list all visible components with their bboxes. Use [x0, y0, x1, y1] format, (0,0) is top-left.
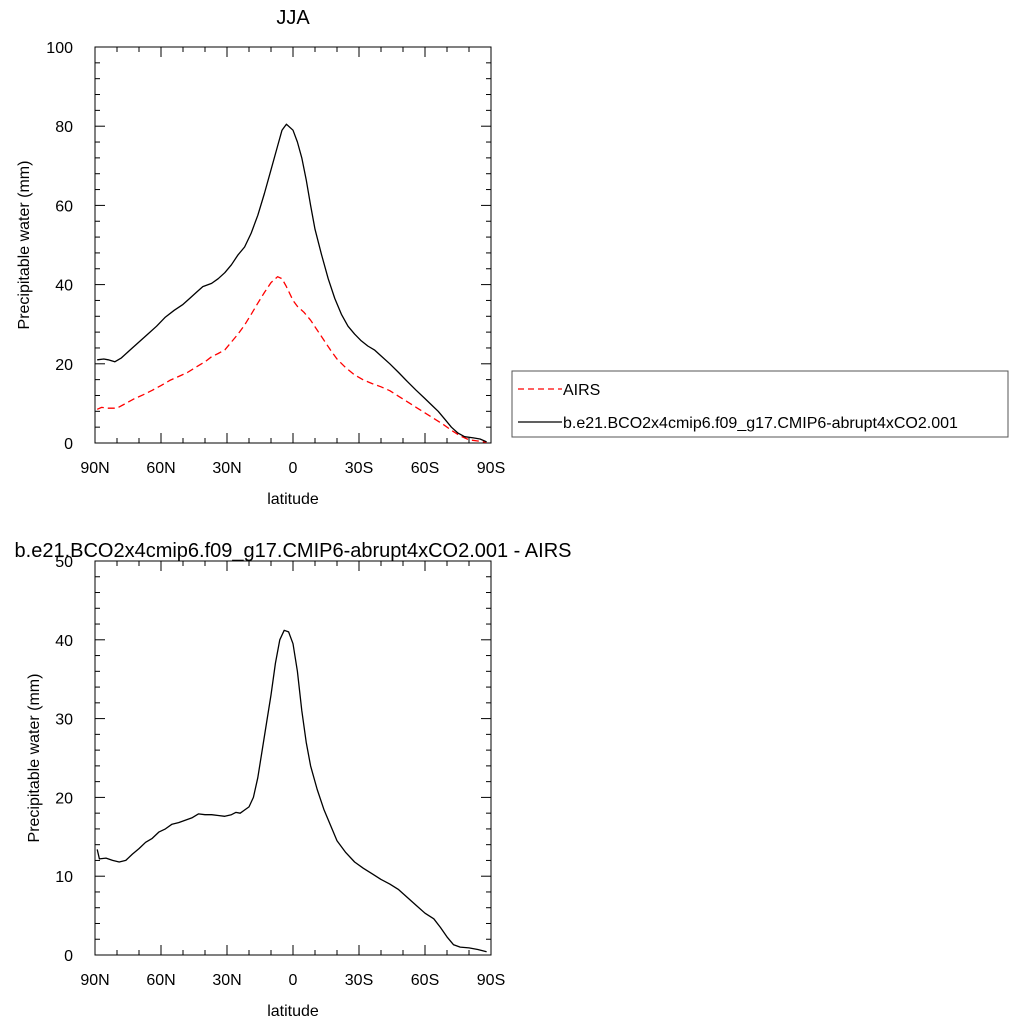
bottom-chart-series — [96, 629, 487, 953]
bottom-chart-y-tick-label: 30 — [55, 712, 73, 729]
bottom-chart-y-tick-label: 0 — [64, 948, 73, 965]
top-chart-ticks: 90N 60N 30N 0 30S 60S 90S 0 20 40 60 80 100 — [46, 40, 505, 477]
top-chart-x-tick-label: 0 — [289, 460, 298, 477]
bottom-chart-x-tick-label: 90N — [80, 972, 109, 989]
bottom-chart-plot-frame — [94, 560, 492, 956]
legend-box — [511, 370, 1009, 438]
top-chart-y-tick-label: 80 — [55, 119, 73, 136]
top-chart-series — [96, 123, 487, 443]
top-chart-plot-frame — [94, 46, 492, 444]
top-chart-x-tick-label: 90S — [477, 460, 505, 477]
bottom-chart-x-tick-label: 0 — [289, 972, 298, 989]
bottom-chart-x-tick-label: 60N — [146, 972, 175, 989]
bottom-chart-x-tick-label: 90S — [477, 972, 505, 989]
top-chart-title: JJA — [276, 7, 310, 29]
legend-airs-label: AIRS — [563, 382, 600, 399]
bottom-chart-y-axis-label: Precipitable water (mm) — [26, 674, 43, 843]
top-chart-x-tick-label: 30S — [345, 460, 373, 477]
bottom-chart-ticks: 90N 60N 30N 0 30S 60S 90S 0 10 20 30 40 50 — [55, 554, 505, 989]
legend-model-label: b.e21.BCO2x4cmip6.f09_g17.CMIP6-abrupt4x… — [563, 415, 958, 432]
top-chart-y-tick-label: 40 — [55, 278, 73, 295]
top-chart-x-tick-label: 60S — [411, 460, 439, 477]
bottom-chart-y-tick-label: 40 — [55, 633, 73, 650]
bottom-chart-y-tick-label: 20 — [55, 790, 73, 807]
top-chart-x-tick-label: 30N — [212, 460, 241, 477]
top-chart-y-tick-label: 60 — [55, 198, 73, 215]
bottom-chart-title: b.e21.BCO2x4cmip6.f09_g17.CMIP6-abrupt4x… — [15, 540, 572, 562]
bottom-chart-x-tick-label: 60S — [411, 972, 439, 989]
top-chart-series-line-1 — [97, 123, 487, 443]
top-chart-x-axis-label: latitude — [267, 491, 319, 508]
bottom-chart-x-tick-label: 30N — [212, 972, 241, 989]
top-chart-y-axis-label: Precipitable water (mm) — [16, 161, 33, 330]
top-chart-y-tick-label: 0 — [64, 436, 73, 453]
top-chart-y-tick-label: 100 — [46, 40, 73, 57]
top-chart-series-line-0 — [96, 276, 487, 443]
top-chart-x-tick-label: 60N — [146, 460, 175, 477]
top-chart: JJA 90N 60N 30N 0 30S 60S 90S 0 20 40 60 80 100 lati… — [16, 7, 505, 508]
top-chart-x-tick-label: 90N — [80, 460, 109, 477]
bottom-chart: b.e21.BCO2x4cmip6.f09_g17.CMIP6-abrupt4x… — [15, 540, 572, 1020]
legend: AIRS b.e21.BCO2x4cmip6.f09_g17.CMIP6-abr… — [511, 370, 1009, 438]
bottom-chart-y-tick-label: 10 — [55, 869, 73, 886]
bottom-chart-x-axis-label: latitude — [267, 1003, 319, 1020]
bottom-chart-x-tick-label: 30S — [345, 972, 373, 989]
bottom-chart-series-line-0 — [96, 629, 487, 953]
bottom-chart-y-tick-label: 50 — [55, 554, 73, 571]
top-chart-y-tick-label: 20 — [55, 357, 73, 374]
